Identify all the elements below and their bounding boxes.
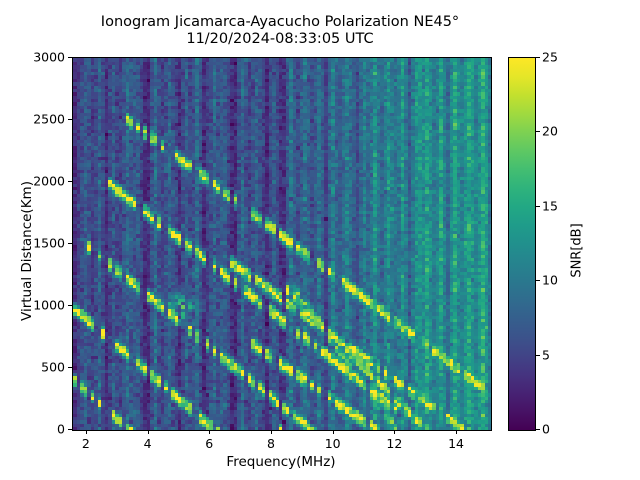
- colorbar-tick-mark: [536, 354, 540, 356]
- chart-title: Ionogram Jicamarca-Ayacucho Polarization…: [0, 14, 560, 48]
- y-tick-mark: [68, 181, 72, 182]
- colorbar-tick-label: 10: [542, 272, 558, 288]
- y-tick-mark: [68, 305, 72, 306]
- colorbar-tick-mark: [536, 131, 540, 133]
- y-tick-mark: [68, 429, 72, 430]
- y-tick-label: 1000: [33, 297, 65, 313]
- colorbar-label: SNR[dB]: [569, 223, 585, 278]
- colorbar-tick-label: 15: [542, 198, 558, 214]
- y-tick-mark: [68, 57, 72, 58]
- x-tick-mark: [270, 430, 272, 434]
- x-tick-label: 4: [143, 436, 152, 451]
- x-tick-label: 14: [448, 436, 465, 451]
- y-tick-label: 2500: [33, 111, 65, 127]
- y-tick-mark: [68, 367, 72, 368]
- x-tick-mark: [209, 430, 211, 434]
- y-tick-label: 1500: [33, 235, 65, 251]
- colorbar-tick-mark: [536, 280, 540, 282]
- x-tick-mark: [394, 430, 396, 434]
- colorbar-tick-mark: [536, 57, 540, 58]
- y-tick-label: 0: [57, 421, 65, 437]
- colorbar-tick-mark: [536, 429, 540, 430]
- y-tick-mark: [68, 119, 72, 120]
- y-tick-label: 500: [41, 359, 65, 375]
- y-tick-label: 2000: [33, 173, 65, 189]
- x-tick-mark: [147, 430, 149, 434]
- colorbar-tick-label: 5: [542, 347, 550, 363]
- colorbar: [508, 57, 536, 431]
- colorbar-tick-mark: [536, 205, 540, 207]
- colorbar-tick-label: 25: [542, 49, 558, 65]
- x-tick-label: 12: [386, 436, 403, 451]
- x-axis-label: Frequency(MHz): [226, 454, 336, 470]
- x-tick-mark: [85, 430, 87, 434]
- title-line-1: Ionogram Jicamarca-Ayacucho Polarization…: [100, 14, 460, 30]
- x-tick-mark: [456, 430, 458, 434]
- x-tick-label: 8: [266, 436, 275, 451]
- x-tick-label: 2: [81, 436, 90, 451]
- y-tick-label: 3000: [33, 49, 65, 65]
- y-tick-mark: [68, 243, 72, 244]
- colorbar-tick-label: 20: [542, 123, 558, 139]
- plot-area: [72, 57, 492, 431]
- title-line-2: 11/20/2024-08:33:05 UTC: [186, 31, 374, 48]
- x-tick-label: 10: [324, 436, 341, 451]
- ionogram-heatmap: [73, 58, 491, 430]
- x-tick-label: 6: [205, 436, 214, 451]
- x-tick-mark: [332, 430, 334, 434]
- colorbar-gradient: [509, 58, 535, 430]
- colorbar-tick-label: 0: [542, 421, 550, 437]
